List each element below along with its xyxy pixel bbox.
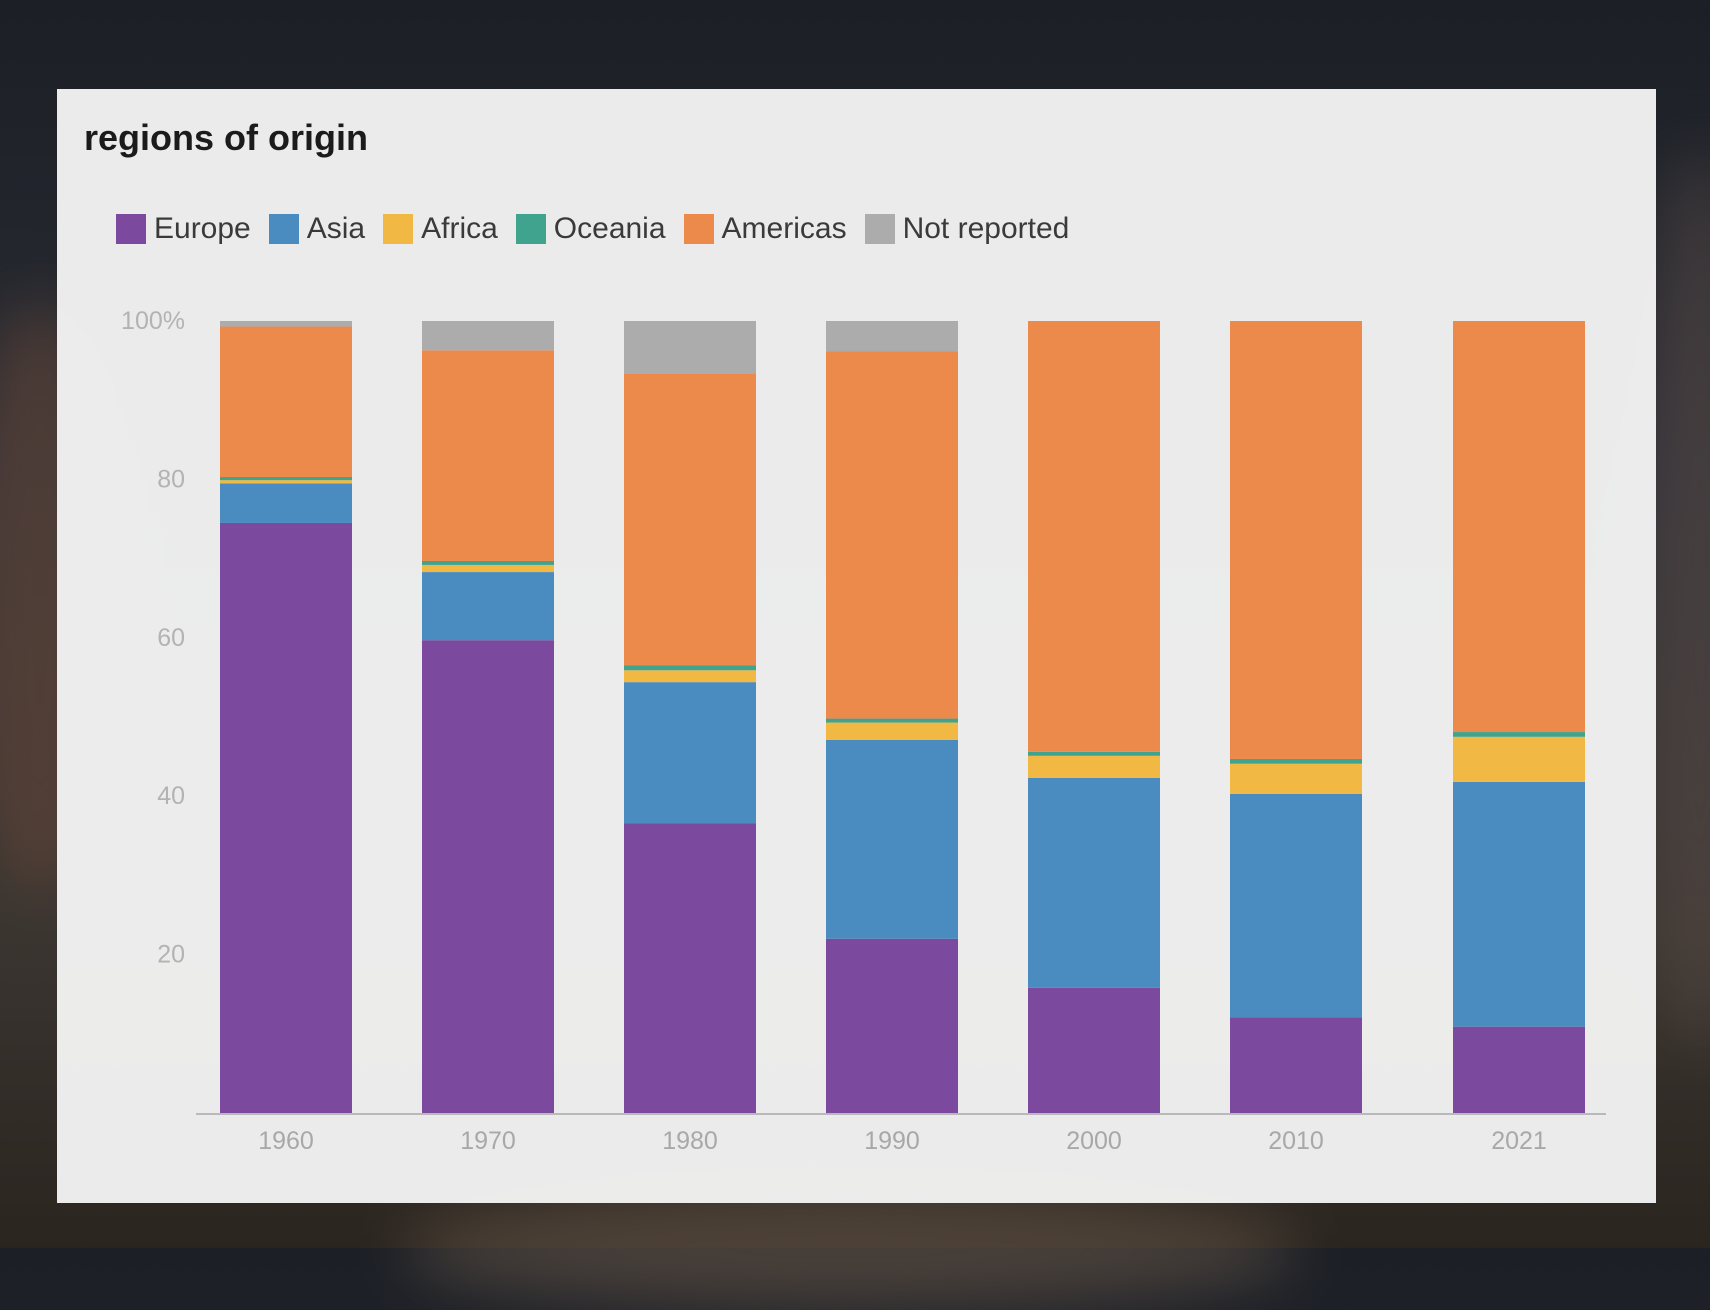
legend-label: Asia xyxy=(306,212,366,245)
bar-segment-1990-not-reported xyxy=(826,321,958,352)
bar-segment-1960-not-reported xyxy=(220,321,352,327)
x-tick-label: 1980 xyxy=(662,1127,718,1155)
legend-label: Not reported xyxy=(902,212,1070,245)
bar-segment-2021-europe xyxy=(1453,1026,1585,1113)
bar-segment-1980-oceania xyxy=(624,665,756,671)
bar-segment-1960-africa xyxy=(220,480,352,484)
chart-legend: Europe Asia Africa Oceania Americas Not repor… xyxy=(116,212,1087,246)
bar-segment-1970-americas xyxy=(422,350,554,561)
bar-segment-1980-africa xyxy=(624,670,756,683)
x-tick-label: 2010 xyxy=(1268,1127,1324,1155)
bar-segment-2000-americas xyxy=(1028,321,1160,752)
y-tick-label: 20 xyxy=(157,941,185,969)
legend-item-not-reported: Not reported xyxy=(864,212,1070,246)
bar-segment-1960-europe xyxy=(220,522,352,1113)
legend-swatch xyxy=(683,214,714,244)
legend-item-asia: Asia xyxy=(268,212,366,246)
bar-segment-2010-americas xyxy=(1230,321,1362,759)
bar-segment-2000-asia xyxy=(1028,777,1160,988)
legend-label: Oceania xyxy=(553,212,666,245)
bar-segment-1990-asia xyxy=(826,739,958,939)
legend-label: Americas xyxy=(721,212,847,245)
x-tick-label: 1970 xyxy=(460,1127,516,1155)
legend-swatch xyxy=(383,214,414,244)
bar-segment-1960-asia xyxy=(220,483,352,523)
bar-segment-2000-africa xyxy=(1028,755,1160,778)
legend-swatch xyxy=(515,214,546,244)
legend-item-oceania: Oceania xyxy=(515,212,666,246)
legend-item-africa: Africa xyxy=(383,212,498,246)
legend-item-europe: Europe xyxy=(116,212,251,246)
bar-segment-1980-asia xyxy=(624,682,756,824)
x-tick-label: 2000 xyxy=(1066,1127,1122,1155)
bar-segment-1960-americas xyxy=(220,326,352,478)
bar-segment-2010-europe xyxy=(1230,1017,1362,1113)
bar-segment-1990-oceania xyxy=(826,718,958,723)
bar-segment-1980-europe xyxy=(624,823,756,1113)
x-tick-label: 2021 xyxy=(1491,1127,1547,1155)
bar-segment-2021-americas xyxy=(1453,321,1585,733)
bar-segment-1970-asia xyxy=(422,572,554,641)
chart-card: regions of origin Europe Asia Africa Oceani… xyxy=(57,89,1656,1203)
bar-segment-1990-europe xyxy=(826,938,958,1113)
y-tick-label: 40 xyxy=(157,782,185,810)
bar-segment-2000-europe xyxy=(1028,987,1160,1113)
bar-segment-1970-oceania xyxy=(422,560,554,565)
bar-segment-1970-not-reported xyxy=(422,321,554,351)
bar-segment-2010-oceania xyxy=(1230,758,1362,764)
legend-swatch xyxy=(268,214,299,244)
legend-swatch xyxy=(864,214,895,244)
bar-segment-2000-oceania xyxy=(1028,751,1160,756)
bar-segment-2021-asia xyxy=(1453,781,1585,1027)
legend-swatch xyxy=(116,214,146,244)
bar-segment-2010-africa xyxy=(1230,763,1362,794)
y-tick-label: 100% xyxy=(121,307,185,335)
y-tick-label: 60 xyxy=(157,624,185,652)
bar-segment-1980-americas xyxy=(624,373,756,666)
chart-plot: 100% 80 60 40 20 1960 1970 1980 1990 2000 2010 2021 xyxy=(121,307,1606,1155)
bar-segment-1960-oceania xyxy=(220,477,352,481)
legend-item-americas: Americas xyxy=(683,212,847,246)
bar-segment-1970-africa xyxy=(422,564,554,573)
bar-segment-1980-not-reported xyxy=(624,321,756,374)
x-tick-label: 1990 xyxy=(864,1127,920,1155)
legend-label: Europe xyxy=(154,212,251,245)
background-crowd-blur xyxy=(400,1190,1300,1310)
y-tick-label: 80 xyxy=(157,465,185,493)
bar-segment-2021-oceania xyxy=(1453,732,1585,737)
bar-segment-2010-asia xyxy=(1230,793,1362,1018)
chart-title: regions of origin xyxy=(84,117,368,158)
legend-label: Africa xyxy=(421,212,498,245)
bar-segment-1990-americas xyxy=(826,351,958,719)
x-tick-label: 1960 xyxy=(258,1127,314,1155)
bar-segment-1990-africa xyxy=(826,722,958,740)
bar-segment-2021-africa xyxy=(1453,736,1585,782)
bar-segment-1970-europe xyxy=(422,640,554,1113)
